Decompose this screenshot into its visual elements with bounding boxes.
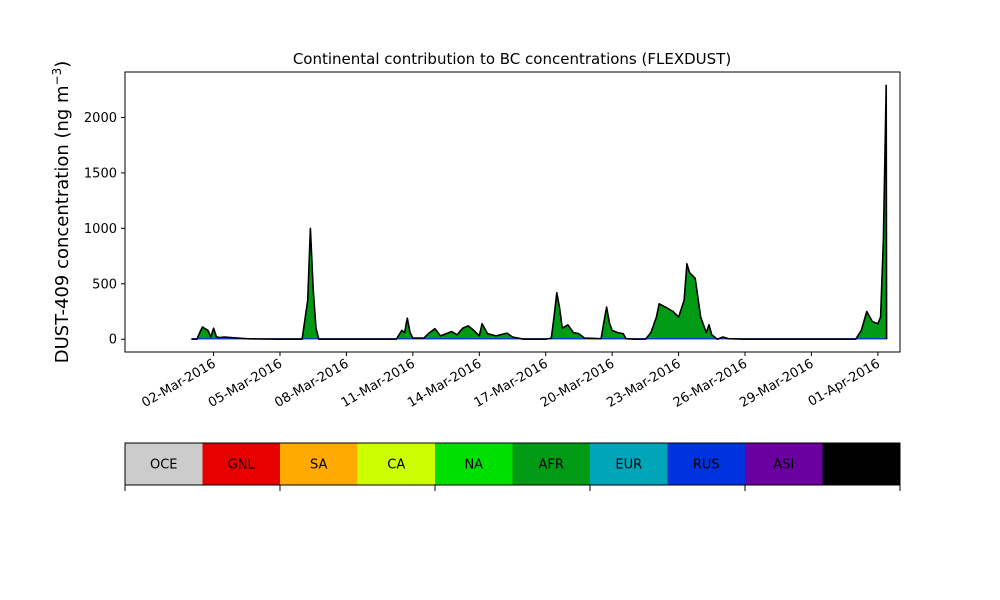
legend-swatch-aus (822, 443, 901, 485)
x-tick-label: 02-Mar-2016 (139, 356, 218, 410)
x-tick-label: 20-Mar-2016 (538, 356, 617, 410)
legend-label-asi: ASI (773, 458, 794, 473)
x-tick-label: 11-Mar-2016 (339, 356, 418, 410)
legend-swatch-afr (512, 443, 591, 485)
area-afr (191, 85, 887, 340)
y-axis-label-main: DUST-409 concentration (ng m (52, 85, 73, 363)
x-tick-label: 29-Mar-2016 (737, 356, 816, 410)
x-axis: 02-Mar-201605-Mar-201608-Mar-201611-Mar-… (139, 352, 883, 411)
plot-frame (124, 71, 901, 353)
legend-swatch-eur (590, 443, 668, 485)
legend-label-eur: EUR (615, 458, 642, 473)
legend-label-afr: AFR (539, 458, 564, 473)
x-tick-label: 23-Mar-2016 (604, 356, 683, 410)
legend-label-oce: OCE (150, 458, 178, 473)
legend-swatch-gnl (202, 443, 281, 485)
y-tick-label: 500 (92, 277, 117, 292)
legend-swatch-asi (745, 443, 823, 485)
legend-label-rus: RUS (693, 458, 720, 473)
legend-swatch-na (435, 443, 513, 485)
plot-area (191, 84, 888, 340)
y-axis-label-superscript: −3 (50, 68, 64, 86)
y-tick-label: 1500 (84, 166, 117, 181)
legend-label-na: NA (464, 458, 483, 473)
legend-frame (124, 442, 901, 486)
y-tick-label: 1000 (84, 222, 117, 237)
y-tick-label: 0 (109, 333, 117, 348)
y-axis: 0 500 1000 1500 2000 (84, 111, 125, 348)
x-tick-label: 26-Mar-2016 (671, 356, 750, 410)
y-axis-label: DUST-409 concentration (ng m−3) (50, 61, 73, 364)
x-tick-label: 05-Mar-2016 (206, 356, 285, 410)
x-tick-label: 17-Mar-2016 (472, 356, 551, 410)
legend-colorbar: OCE GNL SA CA NA AFR EUR RUS ASI AUS (124, 442, 901, 491)
chart-title: Continental contribution to BC concentra… (293, 50, 731, 68)
total-line (191, 84, 888, 340)
legend-swatch-rus (667, 443, 746, 485)
x-tick-label: 08-Mar-2016 (272, 356, 351, 410)
legend-label-gnl: GNL (228, 458, 256, 473)
y-tick-label: 2000 (84, 111, 117, 126)
legend-swatch-ca (357, 443, 436, 485)
legend-swatch-oce (125, 443, 203, 485)
x-tick-label: 01-Apr-2016 (806, 356, 883, 409)
y-axis-label-close: ) (52, 61, 73, 68)
legend-swatch-sa (280, 443, 358, 485)
legend-label-sa: SA (310, 458, 327, 473)
legend-label-ca: CA (387, 458, 405, 473)
x-tick-label: 14-Mar-2016 (405, 356, 484, 410)
legend-label-aus: AUS (848, 458, 875, 473)
